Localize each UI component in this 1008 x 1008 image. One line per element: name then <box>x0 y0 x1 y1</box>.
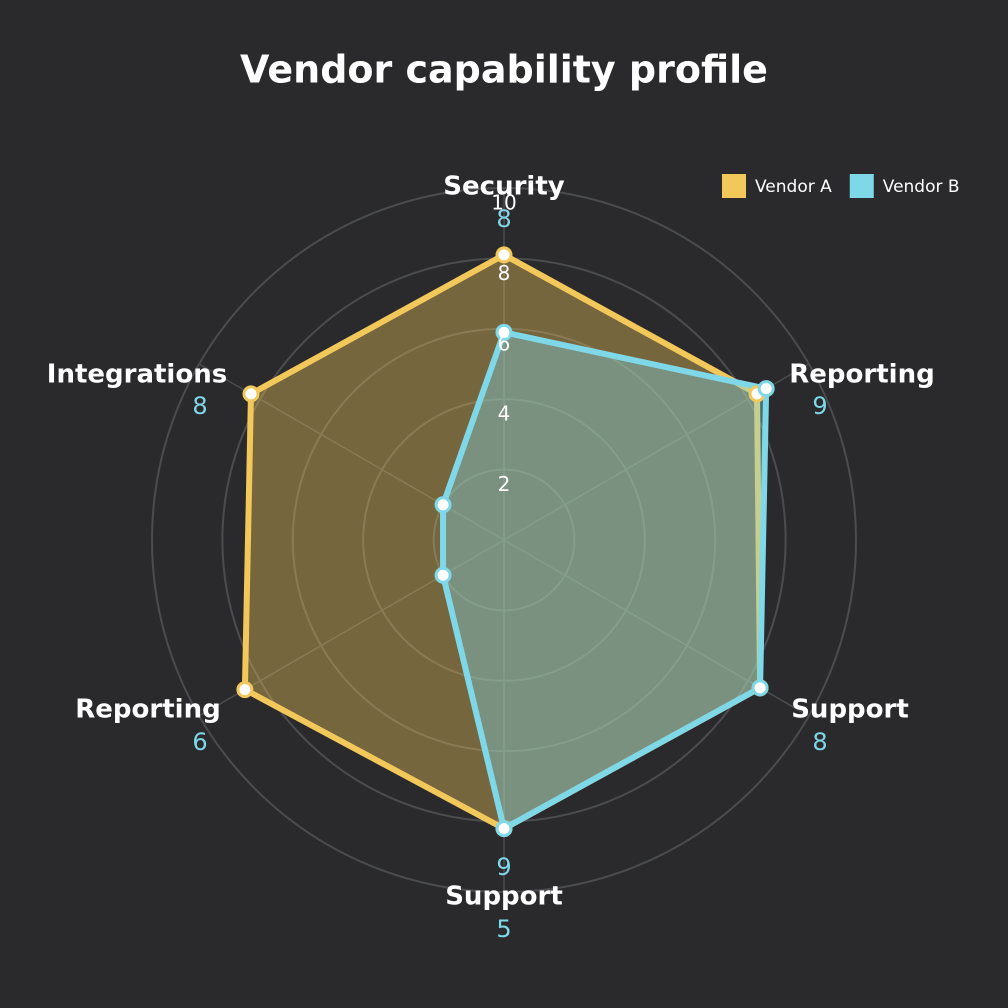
axis-score: 9 <box>812 392 827 420</box>
legend-label: Vendor A <box>755 177 832 197</box>
axis-score: 8 <box>192 392 207 420</box>
axis-label: Support <box>791 695 909 725</box>
data-point <box>751 679 769 697</box>
axis-score: 8 <box>812 728 827 756</box>
data-point <box>495 323 513 341</box>
radial-tick-label: 10 <box>491 191 516 215</box>
data-point <box>495 820 513 838</box>
legend-label: Vendor B <box>883 177 960 197</box>
radial-tick-label: 6 <box>498 331 511 355</box>
axis-label: Support <box>445 882 563 912</box>
data-point <box>236 681 254 699</box>
data-point <box>757 380 775 398</box>
radial-tick-label: 2 <box>498 472 511 496</box>
chart-title: Vendor capability profile <box>240 48 768 92</box>
axis-score: 6 <box>192 728 207 756</box>
axis-score: 9 <box>496 853 511 881</box>
legend-swatch <box>722 174 746 198</box>
axis-label: Integrations <box>47 360 227 390</box>
data-point <box>434 496 452 514</box>
axis-label: Reporting <box>789 360 934 390</box>
data-point <box>495 246 513 264</box>
radial-tick-label: 4 <box>498 402 511 426</box>
data-point <box>242 385 260 403</box>
axis-label: Security <box>443 172 564 202</box>
data-point <box>434 566 452 584</box>
radial-tick-label: 8 <box>498 261 511 285</box>
legend-swatch <box>849 174 874 198</box>
axis-label: Reporting <box>75 695 220 725</box>
axis-score: 5 <box>496 915 511 943</box>
axis-score: 8 <box>496 205 511 233</box>
